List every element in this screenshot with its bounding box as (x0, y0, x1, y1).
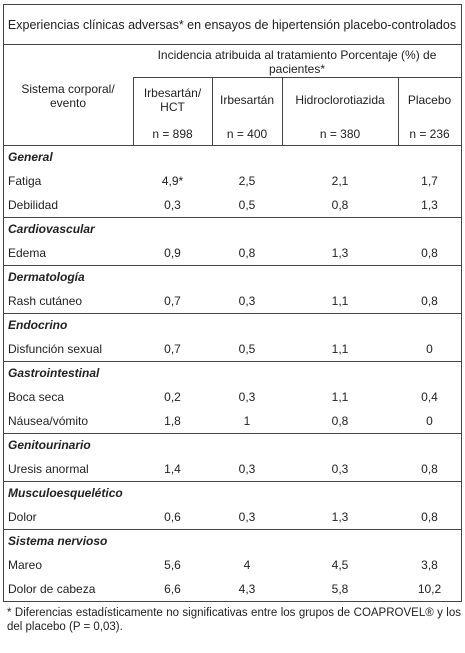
row-label: Edema (8, 246, 47, 260)
section-header: General (8, 150, 53, 164)
cell-value: 0,3 (238, 390, 256, 404)
row-label: Dolor de cabeza (8, 582, 96, 596)
rule (3, 529, 461, 530)
cell-value: 0,9 (164, 246, 181, 260)
section-header: Musculoesquelético (8, 486, 123, 500)
cell-value: 10,2 (417, 582, 442, 596)
cell-value: 1,8 (164, 414, 181, 428)
rule (3, 265, 461, 266)
rule (282, 77, 283, 145)
section-header: Dermatología (8, 270, 85, 284)
row-label: Uresis anormal (8, 462, 89, 476)
cell-value: 1,3 (331, 510, 349, 524)
rule (3, 361, 461, 362)
cell-value: 1,3 (331, 246, 349, 260)
cell-value: 1,3 (421, 198, 438, 212)
rule (3, 4, 4, 602)
cell-value: 5,8 (331, 582, 349, 596)
rule (212, 77, 213, 145)
cell-value: 0,3 (331, 462, 349, 476)
cell-value: 0,7 (164, 294, 181, 308)
cell-value: 2,1 (331, 174, 349, 188)
rule (3, 481, 461, 482)
cell-value: 1,1 (331, 390, 349, 404)
cell-value: 4,5 (331, 558, 349, 572)
cell-value: 0,7 (164, 342, 181, 356)
cell-value: 6,6 (164, 582, 181, 596)
row-label: Mareo (8, 558, 43, 572)
cell-value: 0 (426, 342, 433, 356)
cell-value: 3,8 (421, 558, 438, 572)
rule (3, 313, 461, 314)
rule (3, 145, 461, 146)
cell-value: 1 (243, 414, 251, 428)
section-header: Endocrino (8, 318, 68, 332)
row-label: Rash cutáneo (8, 294, 83, 308)
rule (133, 77, 461, 78)
section-header: Sistema nervioso (8, 534, 108, 548)
column-header: Hidroclorotiazida (295, 93, 385, 107)
footnote: * Diferencias estadísticamente no signif… (7, 607, 461, 633)
cell-value: 0,3 (238, 462, 256, 476)
column-n: n = 898 (152, 127, 193, 141)
cell-value: 4,9* (161, 174, 184, 188)
row-label: Boca seca (8, 390, 65, 404)
cell-value: 0,8 (331, 414, 349, 428)
row-header: Sistema corporal/ evento (21, 82, 115, 110)
cell-value: 0,4 (421, 390, 438, 404)
cell-value: 4 (243, 558, 251, 572)
rule (3, 4, 461, 5)
cell-value: 0,3 (164, 198, 181, 212)
row-label: Fatiga (8, 174, 42, 188)
rule (3, 601, 461, 602)
row-label: Náusea/vómito (8, 414, 89, 428)
cell-value: 1,7 (421, 174, 438, 188)
rule (3, 433, 461, 434)
column-header: Irbesartán/ HCT (143, 86, 202, 114)
cell-value: 4,3 (238, 582, 256, 596)
cell-value: 0,8 (421, 294, 438, 308)
table-title: Experiencias clínicas adversas* en ensay… (7, 18, 457, 32)
row-label: Debilidad (8, 198, 59, 212)
cell-value: 5,6 (164, 558, 181, 572)
rule (461, 4, 462, 602)
section-header: Cardiovascular (8, 222, 95, 236)
column-n: n = 400 (226, 127, 268, 141)
cell-value: 0,8 (238, 246, 256, 260)
cell-value: 0,8 (421, 510, 438, 524)
column-header: Placebo (407, 93, 452, 107)
section-header: Genitourinario (8, 438, 91, 452)
rule (3, 44, 461, 45)
rule (133, 77, 134, 145)
cell-value: 1,1 (331, 342, 349, 356)
cell-value: 0,3 (238, 510, 256, 524)
cell-value: 0,5 (238, 198, 256, 212)
column-header: Irbesartán (219, 93, 275, 107)
group-header: Incidencia atribuida al tratamiento Porc… (157, 48, 437, 76)
cell-value: 0,5 (238, 342, 256, 356)
rule (3, 217, 461, 218)
cell-value: 0,8 (421, 462, 438, 476)
cell-value: 1,4 (164, 462, 181, 476)
cell-value: 0,3 (238, 294, 256, 308)
cell-value: 1,1 (331, 294, 349, 308)
cell-value: 0,2 (164, 390, 181, 404)
cell-value: 2,5 (238, 174, 256, 188)
rule (398, 77, 399, 145)
row-label: Dolor (8, 510, 37, 524)
cell-value: 0 (426, 414, 433, 428)
cell-value: 0,8 (331, 198, 349, 212)
row-label: Disfunción sexual (8, 342, 103, 356)
cell-value: 0,8 (421, 246, 438, 260)
column-n: n = 380 (319, 127, 361, 141)
cell-value: 0,6 (164, 510, 181, 524)
column-n: n = 236 (409, 127, 450, 141)
section-header: Gastrointestinal (8, 366, 100, 380)
